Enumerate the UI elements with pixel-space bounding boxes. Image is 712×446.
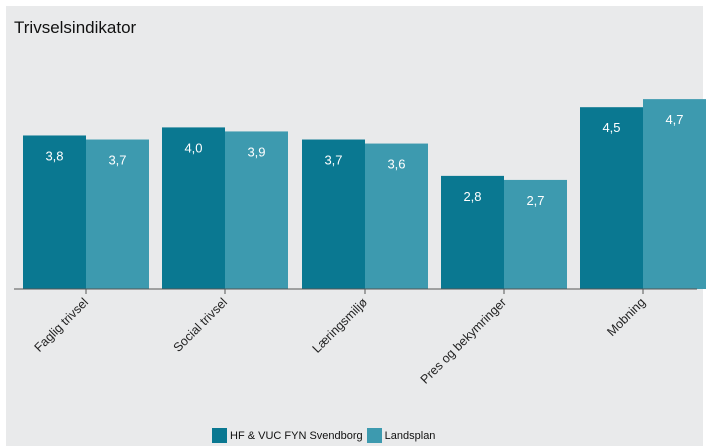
data-label-1-3: 3,7 [324,153,342,168]
bar-2-2[interactable] [225,131,288,289]
legend-label-series-2: Landsplan [384,429,436,442]
data-label-2-4: 2,7 [526,193,544,208]
category-label-4: Pres og bekymringer [418,295,509,386]
data-label-1-5: 4,5 [602,120,620,135]
chart-title: Trivselsindikator [14,18,137,37]
legend-swatch-series-2 [366,428,382,443]
category-label-5: Mobning [604,295,648,339]
bar-2-4[interactable] [504,179,567,289]
bar-1-4[interactable] [441,175,504,289]
category-label-2: Social trivsel [171,295,231,355]
data-label-2-1: 3,7 [108,153,126,168]
category-label-1: Faglig trivsel [32,295,92,355]
bar-1-3[interactable] [302,139,365,289]
data-label-1-4: 2,8 [463,189,481,204]
bar-2-5[interactable] [643,99,706,290]
bar-2-1[interactable] [86,139,149,289]
legend: HF & VUC FYN Svendborg Landsplan [212,428,439,443]
bar-1-1[interactable] [23,135,86,289]
bar-2-3[interactable] [365,143,428,289]
data-label-2-2: 3,9 [247,144,265,159]
data-label-2-3: 3,6 [387,157,405,172]
legend-swatch-series-1 [212,428,227,443]
bar-1-5[interactable] [580,107,643,289]
legend-label-series-1: HF & VUC FYN Svendborg [230,429,363,442]
legend-item-series-2[interactable]: Landsplan [366,428,436,443]
data-label-2-5: 4,7 [665,112,683,127]
legend-item-series-1[interactable]: HF & VUC FYN Svendborg [212,428,363,443]
data-label-1-1: 3,8 [45,148,63,163]
category-label-3: Læringsmiljø [310,295,371,356]
bar-1-2[interactable] [162,127,225,290]
data-label-1-2: 4,0 [184,140,202,155]
